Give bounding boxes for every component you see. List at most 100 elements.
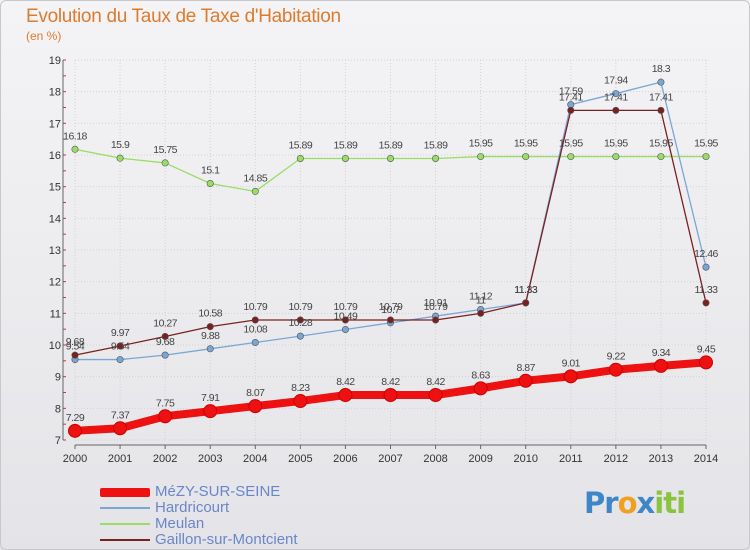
- y-tick-label: 7: [55, 435, 61, 447]
- legend-item-hardricourt[interactable]: Hardricourt: [100, 499, 360, 516]
- data-label: 9.34: [652, 347, 671, 359]
- y-tick-label: 10: [49, 340, 61, 352]
- data-label: 15.1: [201, 165, 220, 177]
- data-label: 15.9: [111, 139, 130, 151]
- data-point: [161, 351, 169, 359]
- data-point: [341, 316, 349, 324]
- data-point: [113, 421, 128, 436]
- data-point: [296, 332, 304, 340]
- legend-item-mezy[interactable]: MéZY-SUR-SEINE: [100, 483, 360, 500]
- data-label: 8.23: [291, 382, 310, 394]
- y-tick-label: 15: [49, 182, 61, 194]
- y-tick-label: 18: [49, 87, 61, 99]
- logo-letter: i: [654, 486, 664, 520]
- legend-item-meulan[interactable]: Meulan: [100, 515, 360, 532]
- data-label: 15.95: [469, 138, 493, 150]
- x-tick-label: 2013: [649, 453, 673, 465]
- data-point: [116, 342, 124, 350]
- data-label: 11.33: [514, 284, 538, 296]
- data-label: 17.59: [559, 86, 583, 98]
- data-point: [338, 388, 353, 403]
- data-label: 14.85: [243, 172, 267, 184]
- x-tick-label: 2010: [513, 453, 537, 465]
- data-point: [522, 153, 530, 161]
- x-tick-label: 2002: [153, 453, 177, 465]
- y-tick-label: 16: [49, 150, 61, 162]
- data-point: [296, 154, 304, 162]
- data-label: 10.91: [424, 297, 448, 309]
- data-label: 15.95: [604, 138, 628, 150]
- data-point: [699, 355, 713, 370]
- data-point: [386, 154, 394, 162]
- legend: MéZY-SUR-SEINE Hardricourt Meulan Gaillo…: [100, 483, 360, 548]
- data-label: 10.79: [334, 301, 358, 313]
- x-tick-label: 2003: [198, 453, 222, 465]
- data-label: 15.89: [379, 139, 403, 151]
- data-label: 15.75: [153, 144, 177, 156]
- data-point: [383, 388, 398, 403]
- data-label: 8.63: [471, 369, 490, 381]
- logo-letter: x: [636, 486, 656, 520]
- y-tick-label: 13: [49, 245, 61, 257]
- y-tick-label: 12: [49, 277, 61, 289]
- data-point: [702, 263, 710, 271]
- data-point: [251, 187, 259, 195]
- data-label: 15.95: [514, 138, 538, 150]
- data-label: 11.33: [514, 284, 538, 296]
- data-point: [477, 153, 485, 161]
- data-label: 15.95: [559, 138, 583, 150]
- data-point: [71, 351, 79, 359]
- legend-swatch-gaillon: [100, 539, 150, 541]
- data-label: 17.41: [604, 91, 628, 103]
- x-tick-label: 2007: [378, 453, 402, 465]
- x-tick-label: 2008: [423, 453, 447, 465]
- data-label: 8.42: [381, 376, 400, 388]
- data-point: [612, 90, 620, 98]
- data-label: 15.89: [424, 139, 448, 151]
- data-point: [341, 154, 349, 162]
- data-label: 15.89: [288, 139, 312, 151]
- data-label: 15.89: [334, 139, 358, 151]
- y-tick-label: 11: [50, 308, 61, 320]
- data-label: 9.68: [156, 336, 175, 348]
- legend-item-gaillon[interactable]: Gaillon-sur-Montcient: [100, 531, 360, 548]
- data-label: 18.3: [652, 63, 671, 75]
- data-point: [432, 154, 440, 162]
- x-tick-label: 2009: [468, 453, 492, 465]
- data-label: 10.28: [288, 317, 312, 329]
- data-label: 10.79: [424, 301, 448, 313]
- proxiti-logo: Proxiti: [584, 486, 686, 520]
- data-label: 17.41: [559, 91, 583, 103]
- data-label: 8.42: [336, 376, 355, 388]
- y-unit-label: (en %): [26, 29, 62, 43]
- data-label: 8.42: [426, 376, 445, 388]
- data-label: 9.54: [111, 341, 130, 353]
- data-label: 8.07: [246, 387, 265, 399]
- data-point: [477, 309, 485, 317]
- logo-letter: i: [676, 486, 686, 520]
- data-label: 9.45: [697, 343, 716, 355]
- data-label: 10.08: [243, 323, 267, 335]
- data-point: [567, 153, 575, 161]
- data-label: 15.95: [649, 138, 673, 150]
- data-point: [432, 316, 440, 324]
- data-label: 9.88: [201, 330, 220, 342]
- data-label: 11.33: [695, 284, 719, 296]
- data-point: [567, 106, 575, 114]
- data-label: 11.12: [469, 291, 493, 303]
- data-point: [251, 338, 259, 346]
- data-point: [293, 394, 308, 409]
- y-tick-label: 8: [55, 403, 61, 415]
- y-tick-label: 9: [55, 372, 61, 384]
- data-label: 12.46: [694, 248, 718, 260]
- data-point: [68, 423, 82, 438]
- data-label: 8.87: [516, 362, 535, 374]
- legend-swatch-hardricourt: [100, 507, 150, 509]
- data-point: [653, 358, 668, 373]
- data-point: [386, 316, 394, 324]
- x-tick-label: 2006: [333, 453, 357, 465]
- data-point: [473, 381, 488, 396]
- x-tick-label: 2000: [63, 453, 87, 465]
- data-point: [612, 106, 620, 114]
- x-tick-label: 2001: [108, 453, 132, 465]
